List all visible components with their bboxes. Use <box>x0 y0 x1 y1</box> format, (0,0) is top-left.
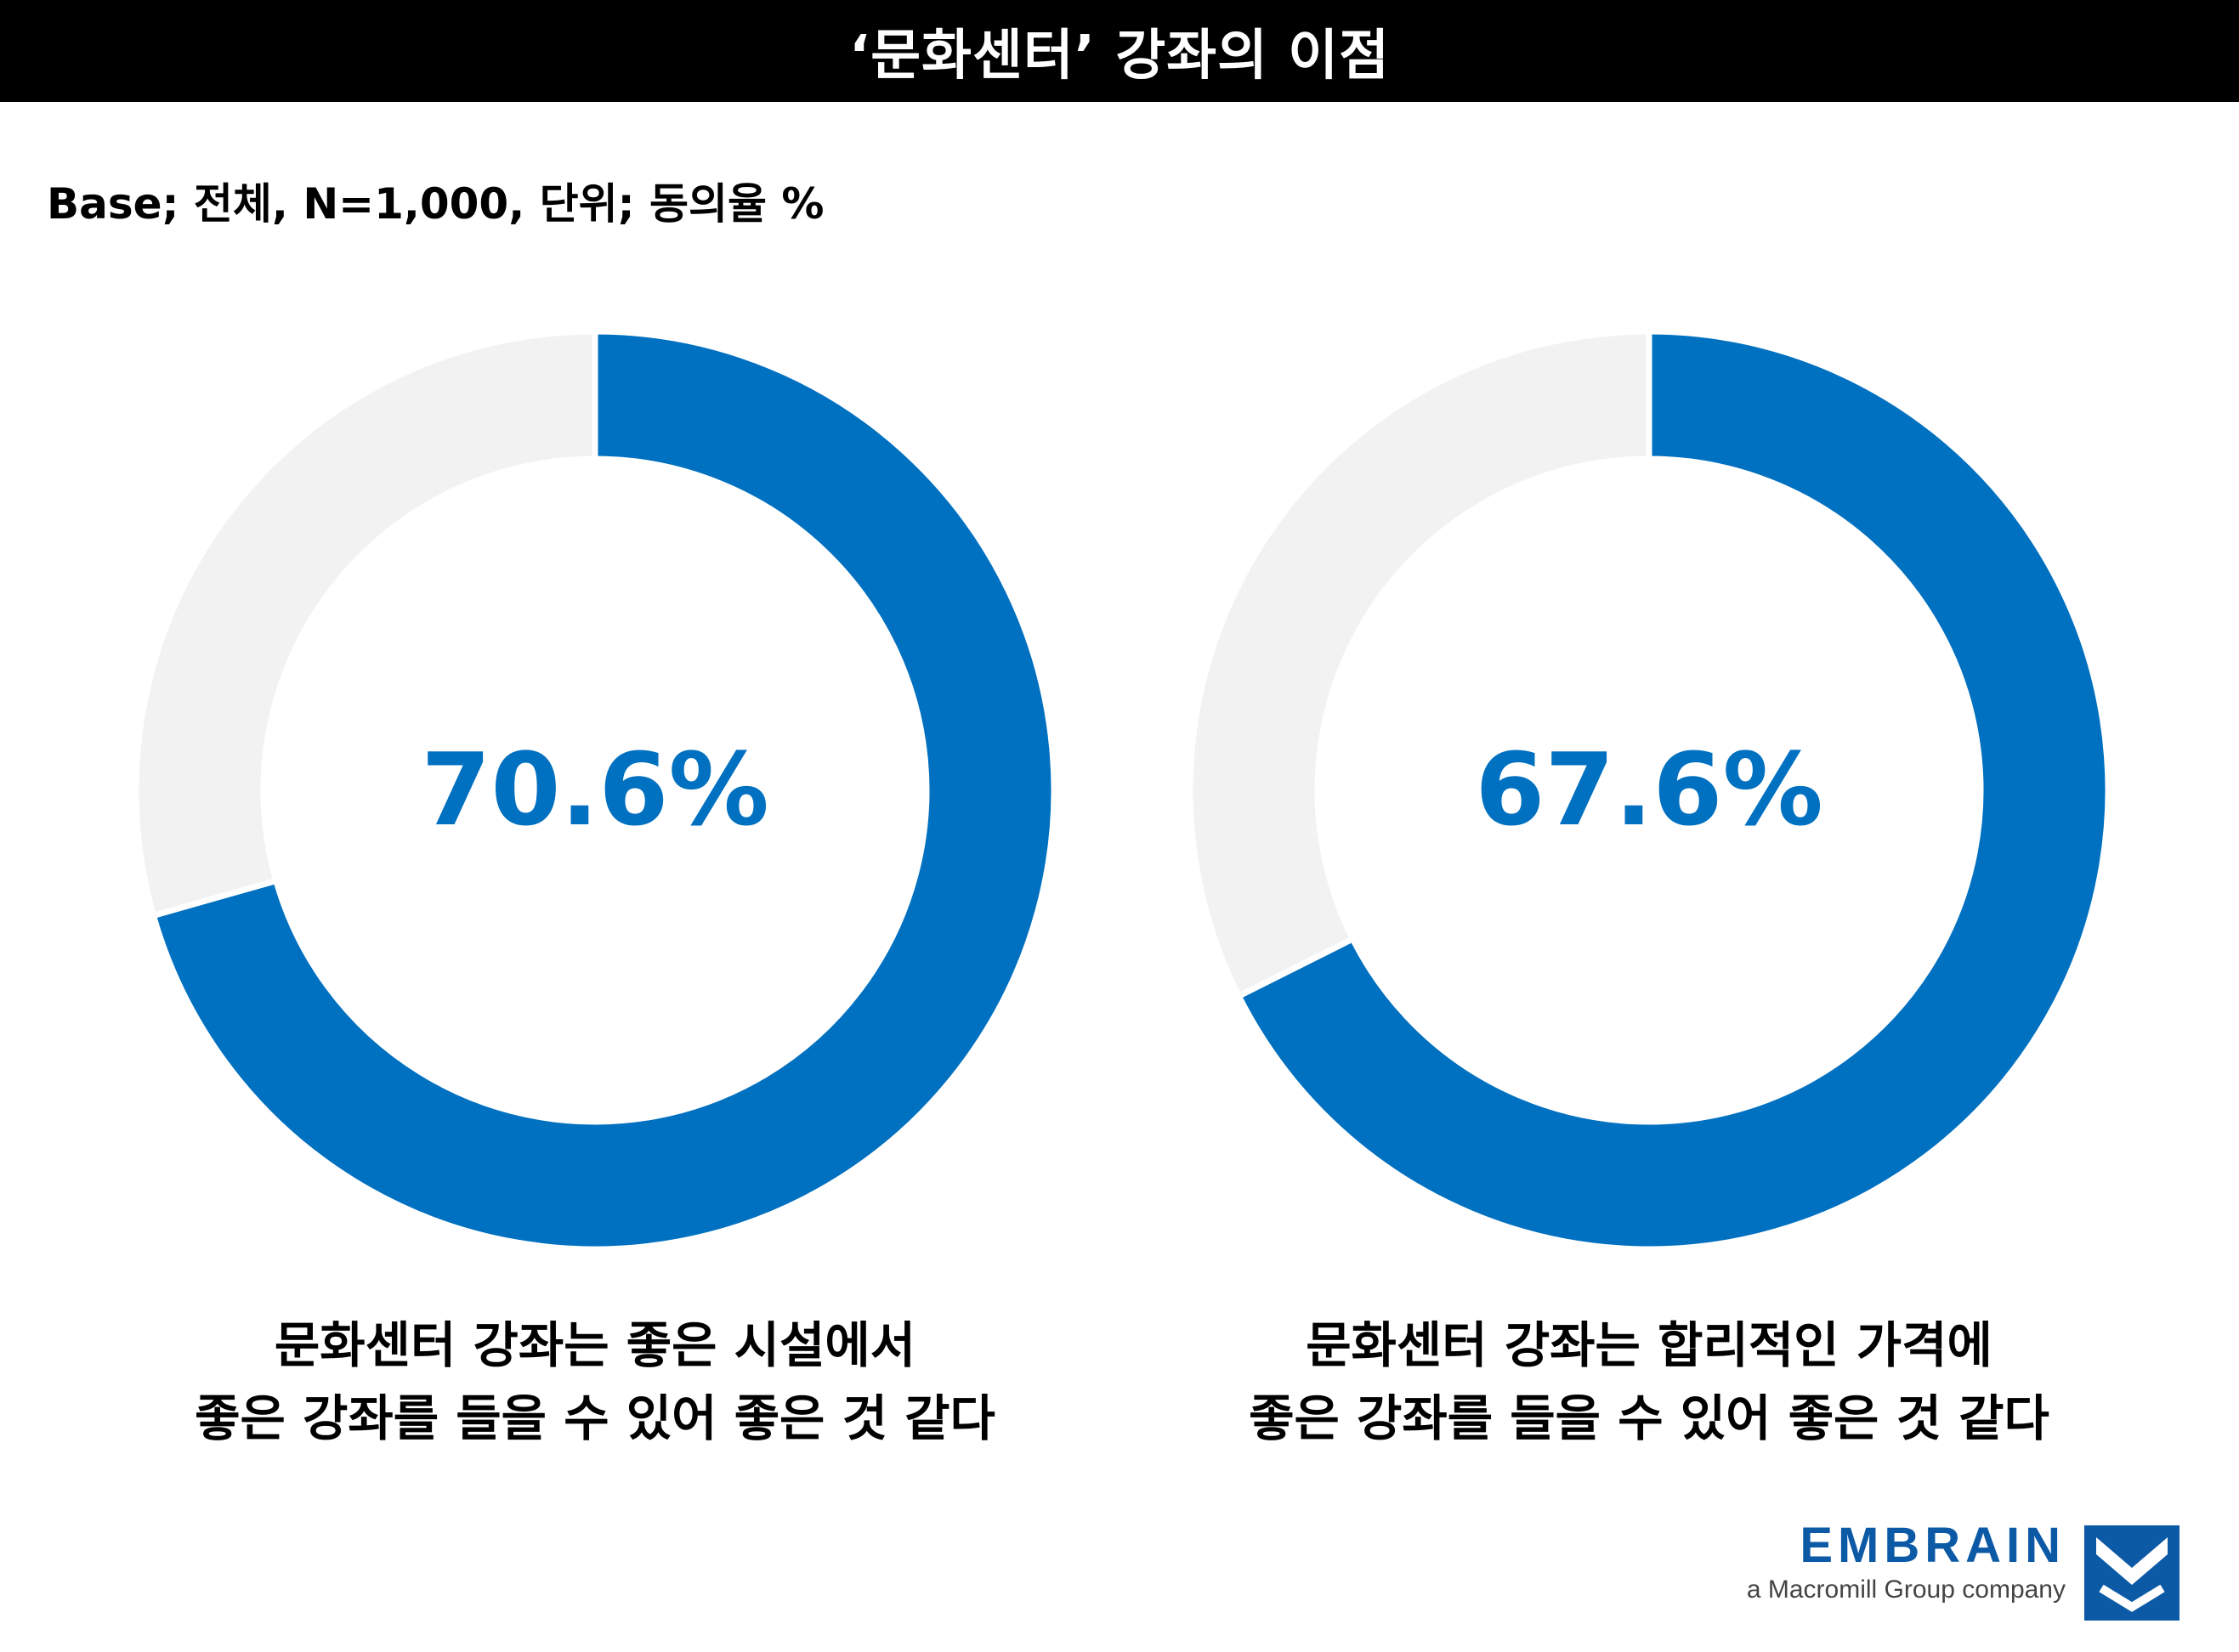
embrain-logo: EMBRAIN a Macromill Group company <box>1700 1521 2066 1604</box>
caption-line: 문화센터 강좌는 합리적인 가격에 <box>1306 1316 1992 1374</box>
donut-slice-동의 <box>150 328 1057 1253</box>
center-value-facility: 70.6% <box>421 731 769 848</box>
donut-slice-기타 <box>1187 328 1652 1000</box>
caption-line: 좋은 강좌를 들을 수 있어 좋은 것 같다 <box>195 1389 995 1447</box>
caption-facility: 문화센터 강좌는 좋은 시설에서 좋은 강좌를 들을 수 있어 좋은 것 같다 <box>85 1309 1105 1455</box>
donut-chart-facility <box>133 328 1057 1253</box>
brand-tagline: a Macromill Group company <box>1746 1576 2066 1604</box>
embrain-mark-icon <box>2084 1525 2179 1621</box>
caption-line: 좋은 강좌를 들을 수 있어 좋은 것 같다 <box>1249 1389 2049 1447</box>
center-value-price: 67.6% <box>1475 731 1823 848</box>
caption-line: 문화센터 강좌는 좋은 시설에서 <box>274 1316 916 1374</box>
donut-chart-price <box>1187 328 2111 1253</box>
page-title: ‘문화센터’ 강좌의 이점 <box>0 0 2239 102</box>
donut-slice-기타 <box>133 328 598 919</box>
base-note: Base; 전체, N=1,000, 단위; 동의율 % <box>47 179 825 229</box>
brand-name: EMBRAIN <box>1800 1518 2066 1573</box>
caption-price: 문화센터 강좌는 합리적인 가격에 좋은 강좌를 들을 수 있어 좋은 것 같다 <box>1139 1309 2159 1455</box>
donut-slice-동의 <box>1234 328 2111 1253</box>
